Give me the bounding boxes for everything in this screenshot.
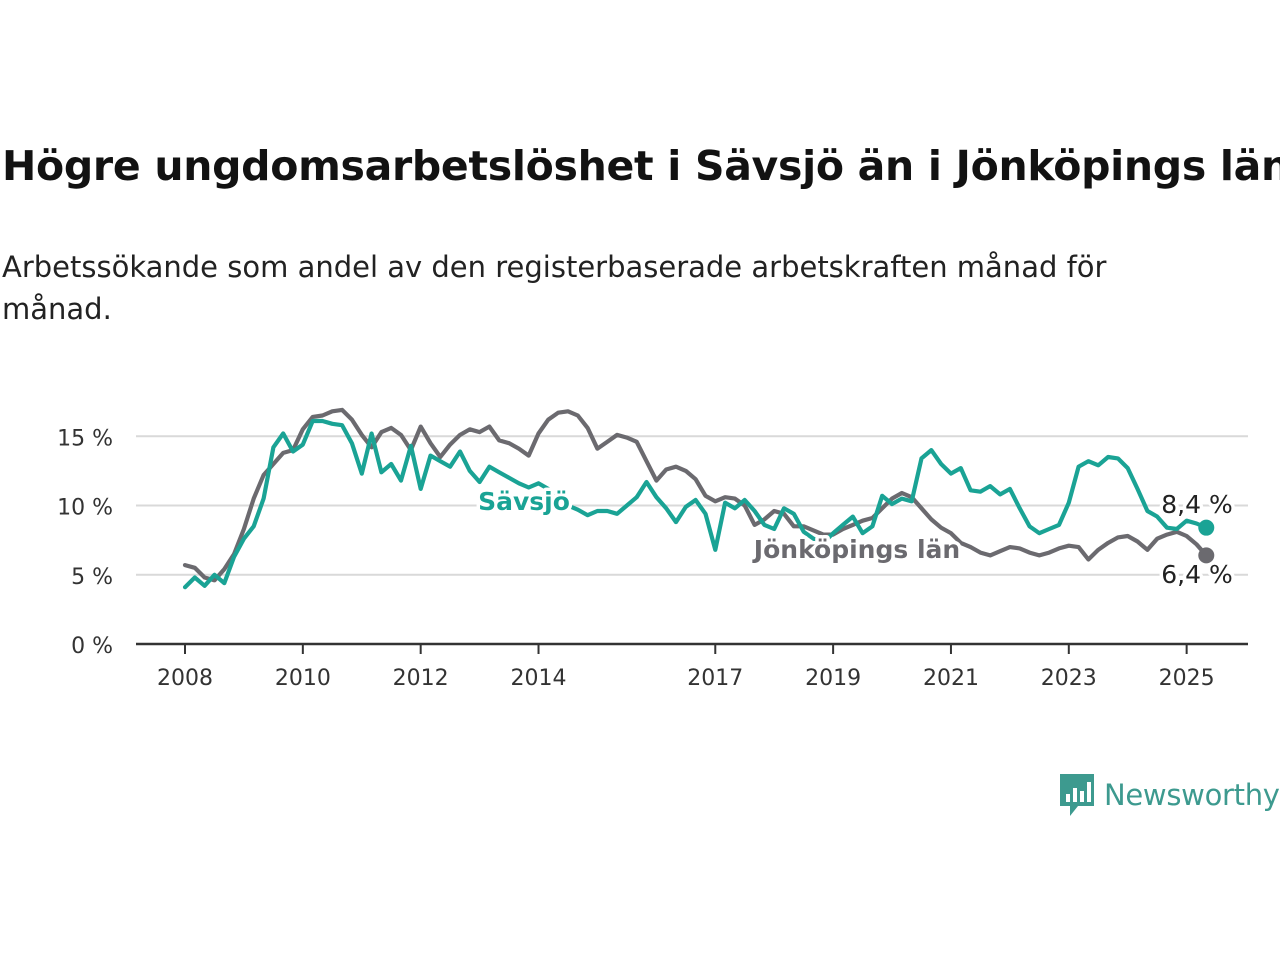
y-tick-label: 0 % [71,634,113,659]
series-lines [182,407,1215,590]
series-label-savsjo-halo: Sävsjö [478,487,570,516]
y-tick-label: 5 % [71,565,113,590]
axes: 0 % 5 % 10 % 15 % 2008 2010 2012 2014 2017 2019 20… [57,426,1248,691]
x-tick-label: 2012 [393,666,449,691]
series-label-savsjo: Sävsjö [478,487,570,516]
x-tick-label: 2014 [511,666,567,691]
x-tick-label: 2017 [687,666,743,691]
newsworthy-logo-icon [1060,774,1094,816]
x-tick-label: 2021 [923,666,979,691]
x-tick-label: 2019 [805,666,861,691]
series-line-savsjo [182,418,1209,590]
series-line-jonkopings-lan [182,407,1209,583]
x-tick-label: 2008 [157,666,213,691]
end-value-label-savsjo-halo: 8,4 % [1161,490,1232,519]
newsworthy-logo-text: Newsworthy [1104,778,1280,812]
x-tick-label: 2025 [1159,666,1215,691]
series-label-jonkopings-lan-halo: Jönköpings län [752,535,960,564]
y-tick-label: 15 % [57,426,113,451]
series-end-point [1198,519,1215,536]
line-chart: 0 % 5 % 10 % 15 % 2008 2010 2012 2014 2017 2019 20… [57,407,1248,691]
chart-subtitle: Arbetssökande som andel av den registerb… [2,250,1107,326]
end-value-label-jonkopings-lan-halo: 6,4 % [1161,560,1232,589]
chart-title: Högre ungdomsarbetslöshet i Sävsjö än i … [2,142,1280,190]
series-label-jonkopings-lan: Jönköpings län [752,535,960,564]
grid-lines [136,435,1248,576]
y-tick-label: 10 % [57,496,113,521]
x-tick-label: 2023 [1041,666,1097,691]
end-value-label-jonkopings-lan: 6,4 % [1161,560,1232,589]
newsworthy-logo: Newsworthy [1058,772,1280,818]
end-value-label-savsjo: 8,4 % [1161,490,1232,519]
series-end-point [1198,547,1215,564]
x-tick-label: 2010 [275,666,331,691]
